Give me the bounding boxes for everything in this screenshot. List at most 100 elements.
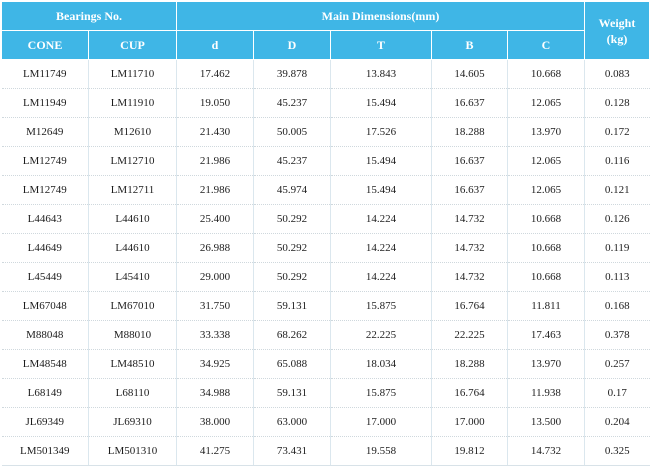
- d-cell: 33.338: [176, 320, 254, 350]
- d-cell: 34.988: [176, 378, 254, 408]
- cup-header: CUP: [88, 30, 177, 60]
- table-row: LM11749 LM11710 17.462 39.878 13.843 14.…: [1, 59, 650, 89]
- cup-cell: LM67010: [88, 291, 177, 321]
- cup-cell: LM12711: [88, 175, 177, 205]
- table-row: L44649 L44610 26.988 50.292 14.224 14.73…: [1, 233, 650, 263]
- d-cell: 21.986: [176, 146, 254, 176]
- cone-cell: LM12749: [1, 175, 89, 205]
- D-cell: 50.005: [253, 117, 331, 147]
- T-cell: 18.034: [330, 349, 432, 379]
- cup-cell: LM48510: [88, 349, 177, 379]
- cup-cell: M88010: [88, 320, 177, 350]
- C-cell: 13.970: [507, 117, 585, 147]
- T-cell: 14.224: [330, 233, 432, 263]
- table-row: LM501349 LM501310 41.275 73.431 19.558 1…: [1, 436, 650, 466]
- weight-cell: 0.17: [584, 378, 650, 408]
- table-row: L68149 L68110 34.988 59.131 15.875 16.76…: [1, 378, 650, 408]
- D-cell: 68.262: [253, 320, 331, 350]
- D-cell: 50.292: [253, 233, 331, 263]
- weight-cell: 0.126: [584, 204, 650, 234]
- d-cell: 17.462: [176, 59, 254, 89]
- weight-cell: 0.121: [584, 175, 650, 205]
- T-header: T: [330, 30, 432, 60]
- cone-cell: L44643: [1, 204, 89, 234]
- D-cell: 39.878: [253, 59, 331, 89]
- D-cell: 50.292: [253, 262, 331, 292]
- weight-cell: 0.378: [584, 320, 650, 350]
- D-header: D: [253, 30, 331, 60]
- B-cell: 16.764: [431, 378, 508, 408]
- cup-cell: JL69310: [88, 407, 177, 437]
- table-row: JL69349 JL69310 38.000 63.000 17.000 17.…: [1, 407, 650, 437]
- bearings-no-header: Bearings No.: [1, 1, 177, 31]
- d-cell: 21.986: [176, 175, 254, 205]
- weight-cell: 0.128: [584, 88, 650, 118]
- cone-cell: M88048: [1, 320, 89, 350]
- T-cell: 15.494: [330, 146, 432, 176]
- B-cell: 16.637: [431, 146, 508, 176]
- cup-cell: LM12710: [88, 146, 177, 176]
- weight-cell: 0.116: [584, 146, 650, 176]
- d-cell: 25.400: [176, 204, 254, 234]
- weight-cell: 0.083: [584, 59, 650, 89]
- C-cell: 12.065: [507, 175, 585, 205]
- weight-label: Weight: [598, 15, 636, 30]
- table-row: LM12749 LM12711 21.986 45.974 15.494 16.…: [1, 175, 650, 205]
- cone-cell: LM11749: [1, 59, 89, 89]
- d-cell: 19.050: [176, 88, 254, 118]
- B-cell: 14.732: [431, 204, 508, 234]
- D-cell: 50.292: [253, 204, 331, 234]
- weight-cell: 0.204: [584, 407, 650, 437]
- weight-cell: 0.113: [584, 262, 650, 292]
- header-row-columns: CONE CUP d D T B C: [1, 30, 650, 60]
- cup-cell: LM501310: [88, 436, 177, 466]
- weight-cell: 0.172: [584, 117, 650, 147]
- table-row: LM48548 LM48510 34.925 65.088 18.034 18.…: [1, 349, 650, 379]
- d-header: d: [176, 30, 254, 60]
- header-row-group: Bearings No. Main Dimensions(mm) Weight …: [1, 1, 650, 60]
- d-cell: 34.925: [176, 349, 254, 379]
- D-cell: 45.237: [253, 88, 331, 118]
- cup-cell: L44610: [88, 204, 177, 234]
- cone-cell: LM11949: [1, 88, 89, 118]
- cup-cell: L44610: [88, 233, 177, 263]
- cone-header: CONE: [1, 30, 89, 60]
- T-cell: 17.000: [330, 407, 432, 437]
- d-cell: 26.988: [176, 233, 254, 263]
- table-body: LM11749 LM11710 17.462 39.878 13.843 14.…: [1, 59, 650, 466]
- C-cell: 10.668: [507, 233, 585, 263]
- cone-cell: LM501349: [1, 436, 89, 466]
- C-cell: 12.065: [507, 88, 585, 118]
- B-cell: 22.225: [431, 320, 508, 350]
- T-cell: 14.224: [330, 204, 432, 234]
- table-row: L44643 L44610 25.400 50.292 14.224 14.73…: [1, 204, 650, 234]
- T-cell: 14.224: [330, 262, 432, 292]
- d-cell: 41.275: [176, 436, 254, 466]
- weight-unit: (kg): [606, 31, 628, 46]
- table-row: LM67048 LM67010 31.750 59.131 15.875 16.…: [1, 291, 650, 321]
- cone-cell: LM67048: [1, 291, 89, 321]
- weight-cell: 0.325: [584, 436, 650, 466]
- C-cell: 12.065: [507, 146, 585, 176]
- C-cell: 13.970: [507, 349, 585, 379]
- B-cell: 18.288: [431, 349, 508, 379]
- d-cell: 38.000: [176, 407, 254, 437]
- T-cell: 17.526: [330, 117, 432, 147]
- T-cell: 15.875: [330, 378, 432, 408]
- d-cell: 31.750: [176, 291, 254, 321]
- D-cell: 63.000: [253, 407, 331, 437]
- C-cell: 10.668: [507, 204, 585, 234]
- cup-cell: L45410: [88, 262, 177, 292]
- table-row: L45449 L45410 29.000 50.292 14.224 14.73…: [1, 262, 650, 292]
- B-cell: 17.000: [431, 407, 508, 437]
- cone-cell: LM48548: [1, 349, 89, 379]
- main-dimensions-header: Main Dimensions(mm): [176, 1, 585, 31]
- cup-cell: L68110: [88, 378, 177, 408]
- cup-cell: LM11910: [88, 88, 177, 118]
- weight-header: Weight (kg): [584, 1, 650, 60]
- C-header: C: [507, 30, 585, 60]
- D-cell: 59.131: [253, 291, 331, 321]
- T-cell: 15.494: [330, 175, 432, 205]
- C-cell: 17.463: [507, 320, 585, 350]
